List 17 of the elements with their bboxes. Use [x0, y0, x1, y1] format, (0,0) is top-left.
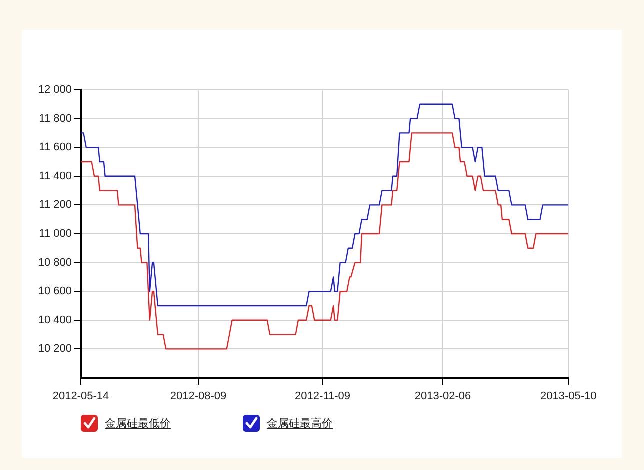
- y-tick-label: 11 400: [39, 170, 72, 182]
- y-tick-label: 10 800: [38, 256, 72, 269]
- x-tick-label: 2013-02-06: [414, 390, 472, 403]
- y-tick-label: 11 200: [39, 199, 72, 212]
- y-tick-label: 11 600: [39, 142, 72, 154]
- y-tick-label: 11 800: [39, 112, 72, 125]
- x-tick-label: 2012-08-09: [170, 390, 227, 403]
- y-tick-label: 10 200: [38, 343, 72, 356]
- legend-label: 金属硅最高价: [267, 416, 333, 430]
- x-tick-label: 2012-05-14: [52, 390, 110, 403]
- legend-label: 金属硅最低价: [105, 416, 171, 430]
- y-tick-label: 11 000: [39, 228, 72, 240]
- y-tick-label: 10 600: [38, 286, 72, 298]
- y-tick-label: 10 400: [38, 314, 72, 326]
- x-tick-label: 2013-05-10: [540, 390, 597, 403]
- x-tick-label: 2012-11-09: [295, 390, 350, 403]
- y-tick-label: 12 000: [38, 84, 72, 96]
